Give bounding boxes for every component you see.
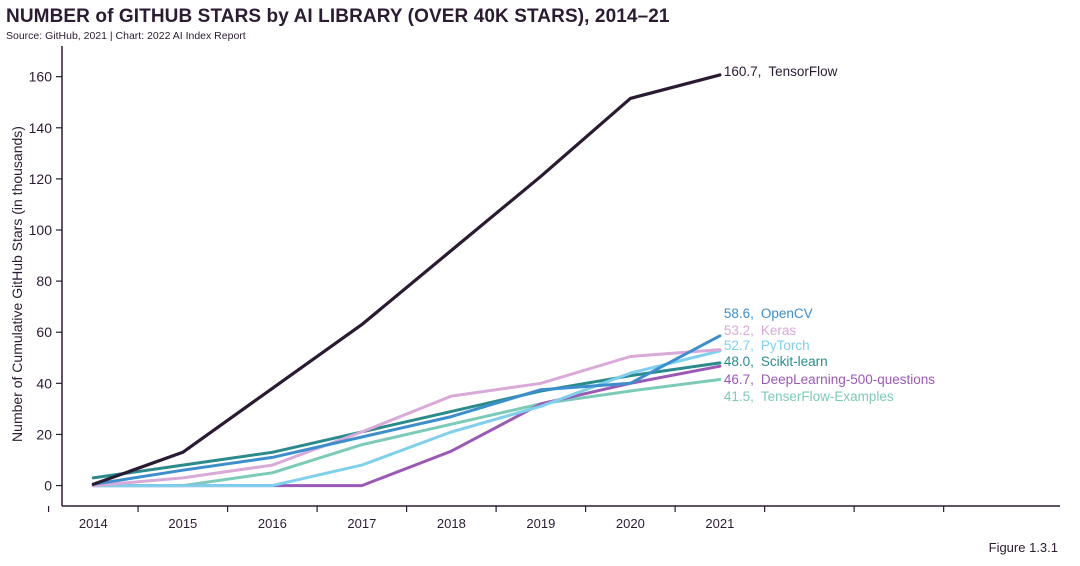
x-tick-label: 2017	[347, 516, 376, 531]
chart-axes: 0 20 40 60 80 100 120 140 160 2014 2015 2016 2017 201…	[9, 46, 1060, 531]
series-label-deeplearning-500-questions: 46.7, DeepLearning-500-questions	[724, 372, 935, 387]
series-line-pytorch	[91, 349, 722, 488]
series-label-name: Scikit-learn	[761, 354, 828, 369]
x-tick-label: 2014	[79, 516, 108, 531]
chart-series	[91, 73, 722, 488]
y-tick-label: 40	[36, 375, 52, 391]
series-label-opencv: 58.6, OpenCV	[724, 306, 813, 321]
series-label-value: 53.2,	[724, 323, 754, 338]
series-label-value: 58.6,	[724, 306, 754, 321]
figure-label: Figure 1.3.1	[988, 540, 1058, 555]
series-label-value: 48.0,	[724, 354, 754, 369]
series-label-name: Keras	[761, 323, 797, 338]
series-label-value: 52.7,	[724, 338, 754, 353]
series-line-tenserflow-examples	[91, 378, 722, 488]
x-tick-label: 2021	[705, 516, 734, 531]
series-line-keras	[91, 348, 722, 488]
y-tick-label: 60	[36, 324, 52, 340]
y-tick-label: 20	[36, 426, 52, 442]
series-label-value: 160.7,	[724, 64, 762, 79]
y-tick-label: 0	[44, 478, 52, 494]
chart-title: NUMBER of GITHUB STARS by AI LIBRARY (OV…	[6, 6, 670, 27]
series-label-name: OpenCV	[761, 306, 813, 321]
y-tick-label: 120	[29, 171, 53, 187]
y-tick-label: 100	[29, 222, 53, 238]
series-label-scikit-learn: 48.0, Scikit-learn	[724, 354, 828, 369]
series-line-scikit-learn	[91, 361, 722, 480]
x-tick-label: 2019	[526, 516, 555, 531]
series-label-value: 46.7,	[724, 372, 754, 387]
x-tick-label: 2020	[616, 516, 645, 531]
series-label-tensorflow: 160.7, TensorFlow	[724, 64, 838, 79]
series-line-opencv	[91, 334, 722, 486]
series-label-name: TensorFlow	[768, 64, 837, 79]
series-label-tenserflow-examples: 41.5, TenserFlow-Examples	[724, 389, 894, 404]
series-label-value: 41.5,	[724, 389, 754, 404]
series-label-name: DeepLearning-500-questions	[761, 372, 935, 387]
y-tick-label: 80	[36, 273, 52, 289]
y-axis-title: Number of Cumulative GitHub Stars (in th…	[9, 126, 25, 442]
chart-source: Source: GitHub, 2021 | Chart: 2022 AI In…	[6, 30, 246, 42]
series-label-keras: 53.2, Keras	[724, 323, 797, 338]
x-tick-label: 2018	[437, 516, 466, 531]
series-label-name: TenserFlow-Examples	[761, 389, 894, 404]
x-tick-label: 2016	[258, 516, 287, 531]
series-label-pytorch: 52.7, PyTorch	[724, 338, 810, 353]
series-line-tensorflow	[91, 73, 722, 486]
y-tick-label: 160	[29, 69, 53, 85]
y-tick-label: 140	[29, 120, 53, 136]
series-label-name: PyTorch	[761, 338, 810, 353]
x-tick-label: 2015	[168, 516, 197, 531]
